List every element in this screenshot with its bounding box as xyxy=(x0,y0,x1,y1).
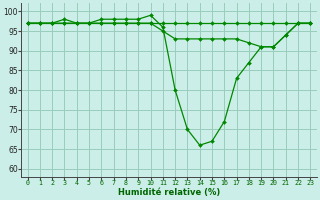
X-axis label: Humidité relative (%): Humidité relative (%) xyxy=(118,188,220,197)
